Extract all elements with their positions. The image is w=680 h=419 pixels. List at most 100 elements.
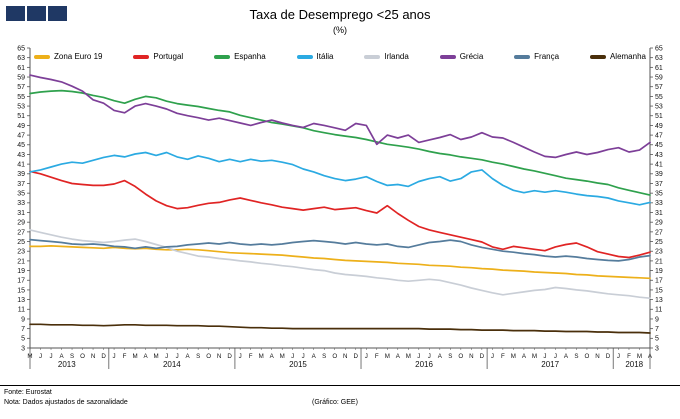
legend-swatch [133,54,150,59]
y-tick-label: 39 [17,171,25,178]
x-tick-label: O [332,353,337,360]
x-tick-label: J [428,353,431,360]
y-tick-label: 55 [655,94,663,101]
series-line-frança [29,238,651,262]
y-tick-label: 65 [17,45,25,52]
y-tick-label: 23 [17,249,25,256]
y-tick-label: 7 [655,326,659,333]
y-tick-label: 9 [21,316,25,323]
y-tick-label: 17 [655,278,663,285]
series-line-itália [29,151,651,206]
series-line-espanha [29,89,651,196]
x-tick-label: F [249,353,253,360]
x-tick-label: A [564,353,569,360]
chart-subtitle: (%) [333,25,347,35]
x-tick-label: S [574,353,578,360]
y-tick-label: 29 [655,220,663,227]
y-tick-label: 3 [21,345,25,352]
y-tick-label: 41 [17,162,25,169]
x-tick-label: J [291,353,294,360]
x-tick-label: A [144,353,149,360]
legend-swatch [214,54,231,59]
y-tick-label: 37 [17,181,25,188]
legend-item-label: Portugal [153,52,184,61]
source-note: Fonte: Eurostat [4,389,52,396]
y-tick-label: 5 [655,336,659,343]
y-tick-label: 9 [655,316,659,323]
y-tick-label: 39 [655,171,663,178]
legend-item-label: Zona Euro 19 [54,52,103,61]
legend-item: Zona Euro 19 [34,52,102,61]
y-tick-label: 61 [17,65,25,72]
y-tick-label: 11 [655,307,662,314]
y-tick-label: 11 [18,307,25,314]
x-tick-label: S [70,353,74,360]
y-tick-label: 57 [17,84,25,91]
series-line-irlanda [29,229,651,300]
legend-item-label: Irlanda [384,52,409,61]
x-tick-label: A [396,353,401,360]
legend-item-label: Grécia [459,52,484,61]
x-tick-label: A [312,353,317,360]
y-tick-label: 41 [655,162,663,169]
y-tick-label: 5 [21,336,25,343]
x-tick-label: N [469,353,473,360]
x-tick-label: A [648,353,653,360]
y-tick-label: 57 [655,84,663,91]
x-tick-label: J [554,353,557,360]
y-tick-label: 43 [655,152,663,159]
x-tick-label: O [585,353,590,360]
legend-item-label: Alemanha [609,52,646,61]
legend-item-label: Itália [316,52,334,61]
legend-item: Espanha [214,52,266,61]
year-label: 2013 [58,360,76,369]
y-tick-label: 13 [17,297,25,304]
x-tick-label: J [239,353,242,360]
y-tick-label: 63 [17,55,25,62]
year-label: 2014 [163,360,181,369]
legend-item: França [514,52,559,61]
y-tick-label: 47 [655,132,663,139]
x-tick-label: J [617,353,620,360]
legend-swatch [364,54,381,59]
legend-swatch [296,54,313,59]
year-label: 2015 [289,360,307,369]
x-tick-label: A [438,353,443,360]
y-tick-label: 53 [655,103,663,110]
x-tick-label: S [322,353,326,360]
y-tick-label: 29 [17,220,25,227]
x-tick-label: M [259,353,264,360]
legend-item-label: França [534,52,560,61]
footer: Fonte: Eurostat Nota: Dados ajustados de… [0,385,680,419]
y-tick-label: 13 [655,297,663,304]
legend-swatch [589,54,606,59]
x-tick-label: J [39,353,42,360]
y-tick-label: 51 [655,113,663,120]
y-tick-label: 65 [655,45,663,52]
x-tick-label: N [217,353,221,360]
x-tick-label: M [154,353,159,360]
x-tick-label: O [458,353,463,360]
y-tick-label: 17 [17,278,25,285]
logo [6,6,67,21]
y-tick-label: 53 [17,103,25,110]
legend-item: Irlanda [364,52,409,61]
x-tick-label: F [501,353,505,360]
legend-item: Portugal [133,52,183,61]
legend-swatch [514,54,531,59]
legend-item: Itália [296,52,334,61]
y-tick-label: 15 [17,287,25,294]
y-tick-label: 55 [17,94,25,101]
y-tick-label: 3 [655,345,659,352]
x-tick-label: D [480,353,485,360]
x-tick-label: O [80,353,85,360]
x-tick-label: F [123,353,127,360]
x-tick-label: F [375,353,379,360]
y-tick-label: 51 [17,113,25,120]
y-tick-label: 59 [655,74,663,81]
x-tick-label: A [522,353,527,360]
y-tick-label: 7 [21,326,25,333]
x-tick-label: D [227,353,232,360]
y-tick-label: 61 [655,65,663,72]
y-tick-label: 49 [17,123,25,130]
